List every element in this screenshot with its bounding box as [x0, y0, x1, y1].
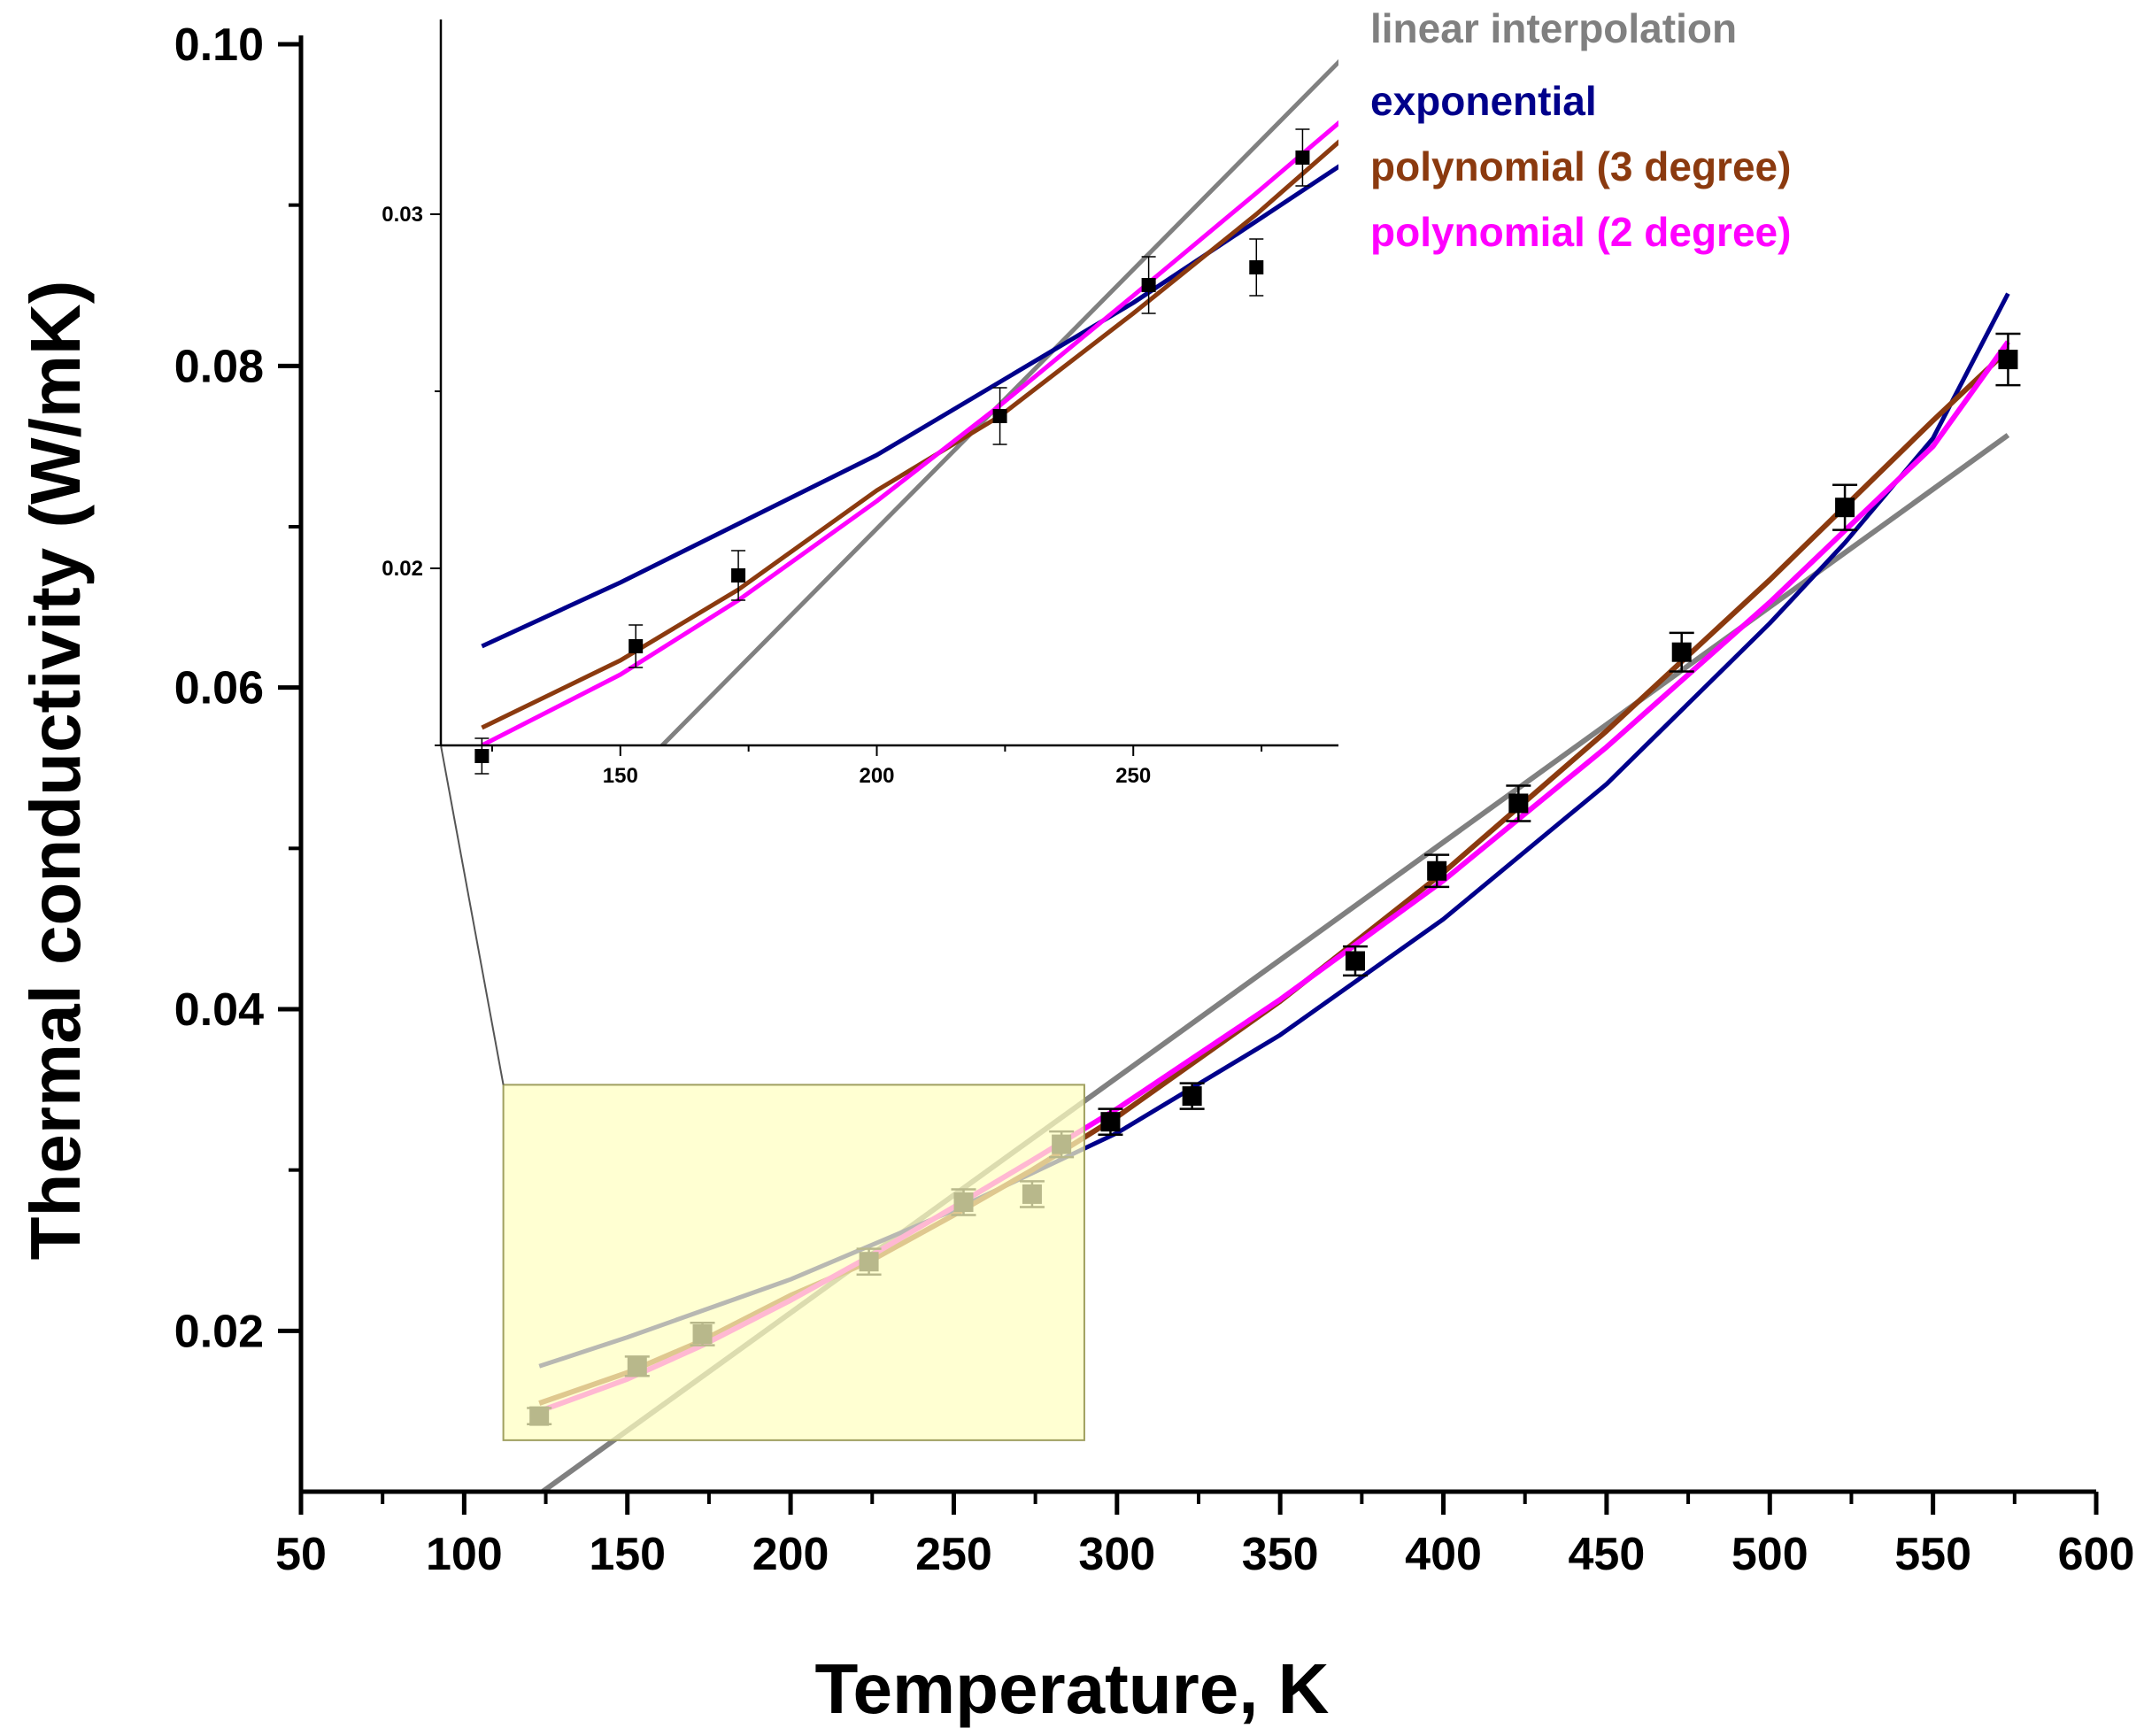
- x-tick-label: 300: [1078, 1529, 1155, 1580]
- inset-y-tick-label: 0.02: [382, 557, 423, 581]
- y-tick-label: 0.08: [174, 341, 264, 392]
- data-point: [1998, 350, 2018, 370]
- inset-x-tick-label: 200: [859, 764, 894, 788]
- x-tick-label: 400: [1405, 1529, 1482, 1580]
- legend-item-polynomial-3-degree: polynomial (3 degree): [1370, 143, 1791, 189]
- inset-polynomial-2-degree-line: [481, 120, 1338, 745]
- x-tick-label: 200: [752, 1529, 829, 1580]
- inset-x-tick-label: 250: [1115, 764, 1151, 788]
- x-tick-label: 600: [2058, 1529, 2135, 1580]
- x-tick-label: 150: [589, 1529, 666, 1580]
- data-point: [1100, 1112, 1121, 1132]
- x-tick-label: 450: [1569, 1529, 1646, 1580]
- inset-data-point: [1295, 150, 1310, 165]
- data-point: [1427, 860, 1447, 881]
- y-tick-label: 0.06: [174, 663, 264, 714]
- y-axis-title: Thermal conductivity (W/mK): [16, 281, 95, 1261]
- x-tick-label: 500: [1731, 1529, 1809, 1580]
- legend-item-exponential: exponential: [1370, 78, 1597, 124]
- x-tick-label: 250: [915, 1529, 992, 1580]
- inset-data-point: [1249, 260, 1264, 274]
- data-point: [1508, 793, 1529, 814]
- inset-exponential-line: [481, 164, 1338, 649]
- zoom-connector-line: [440, 745, 505, 1085]
- inset-data-point: [1141, 278, 1156, 292]
- inset-y-tick-label: 0.03: [382, 203, 423, 227]
- data-point: [1835, 498, 1855, 518]
- inset-data-point: [731, 568, 746, 583]
- inset-data-point: [992, 409, 1007, 423]
- y-tick-label: 0.10: [174, 19, 264, 71]
- data-point: [1345, 951, 1365, 971]
- inset-plot: 150 200 250 0.02 0.03: [382, 19, 1338, 1085]
- x-tick-label: 350: [1242, 1529, 1319, 1580]
- y-tick-label: 0.04: [174, 984, 264, 1036]
- x-axis-title: Temperature, K: [815, 1649, 1330, 1728]
- inset-curves: [481, 58, 1338, 745]
- legend-item-linear-interpolation: linear interpolation: [1370, 5, 1737, 51]
- zoom-highlight-region: [502, 1084, 1085, 1441]
- inset-data-point: [474, 749, 490, 763]
- x-tick-label: 550: [1894, 1529, 1971, 1580]
- y-tick-label: 0.02: [174, 1306, 264, 1357]
- inset-data-point: [629, 639, 644, 653]
- data-point: [1671, 642, 1692, 662]
- inset-x-tick-label: 150: [603, 764, 638, 788]
- legend-item-polynomial-2-degree: polynomial (2 degree): [1370, 209, 1791, 255]
- inset-linear-interpolation-line: [659, 58, 1338, 745]
- x-tick-label: 50: [275, 1529, 327, 1580]
- legend: linear interpolation exponential polynomia…: [1370, 5, 1791, 255]
- main-plot: 50 100 150 200 250 300 350 400 450 500 550 600 0.02 0…: [174, 19, 2135, 1580]
- x-tick-label: 100: [426, 1529, 503, 1580]
- data-point: [1182, 1086, 1202, 1107]
- inset-polynomial-3-degree-line: [481, 139, 1338, 730]
